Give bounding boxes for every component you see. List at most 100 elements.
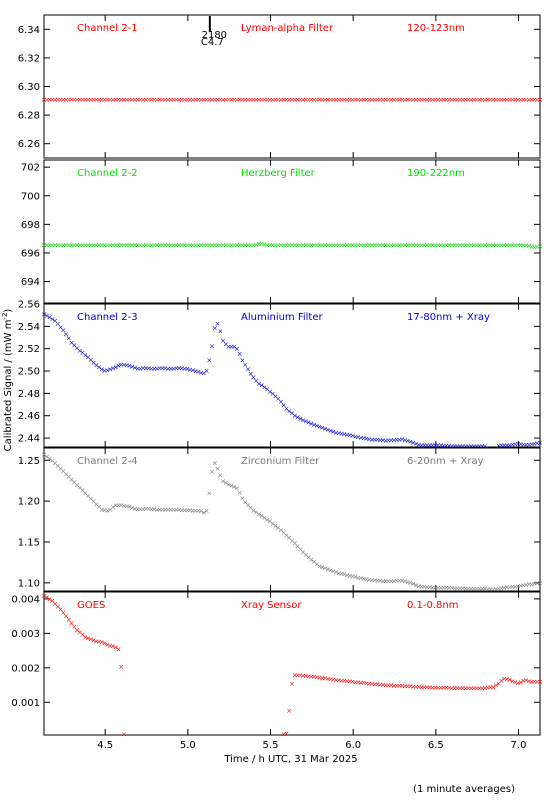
data-point: × <box>193 507 199 515</box>
data-point: × <box>485 96 491 104</box>
data-point: × <box>190 242 196 250</box>
data-point: × <box>143 364 149 372</box>
data-point: × <box>284 96 290 104</box>
data-point: × <box>317 423 323 431</box>
data-point: × <box>96 96 102 104</box>
data-point: × <box>416 242 422 250</box>
data-point: × <box>485 585 491 593</box>
data-point: × <box>350 242 356 250</box>
panel-4: 1.101.151.201.25××××××××××××××××××××××××… <box>18 447 543 594</box>
data-point: × <box>292 96 298 104</box>
data-point: × <box>160 364 166 372</box>
data-point: × <box>504 676 510 684</box>
data-point: × <box>325 675 331 683</box>
data-point: × <box>107 96 113 104</box>
data-point: × <box>82 351 88 359</box>
data-point: × <box>496 96 502 104</box>
data-point: × <box>479 684 485 692</box>
data-point: × <box>66 242 72 250</box>
data-point: × <box>49 242 55 250</box>
data-point: × <box>234 242 240 250</box>
data-point: × <box>99 365 105 373</box>
data-point: × <box>457 684 463 692</box>
data-point: × <box>435 584 441 592</box>
y-tick-label: 2.48 <box>18 389 40 400</box>
data-point: × <box>77 347 83 355</box>
data-point: × <box>372 680 378 688</box>
data-point: × <box>322 96 328 104</box>
data-point: × <box>474 242 480 250</box>
data-point: × <box>405 683 411 691</box>
data-point: × <box>510 242 516 250</box>
data-point: × <box>69 242 75 250</box>
data-point: × <box>52 96 58 104</box>
data-point: × <box>49 597 55 605</box>
data-point: × <box>377 577 383 585</box>
data-point: × <box>107 506 113 514</box>
data-point: × <box>182 506 188 514</box>
data-point: × <box>245 242 251 250</box>
data-point: × <box>107 242 113 250</box>
data-point: × <box>465 96 471 104</box>
data-point: × <box>534 678 540 686</box>
data-point: × <box>195 96 201 104</box>
data-point: × <box>391 96 397 104</box>
data-point: × <box>476 684 482 692</box>
data-point: × <box>350 432 356 440</box>
data-point: × <box>248 242 254 250</box>
data-point: × <box>476 96 482 104</box>
data-point: × <box>496 585 502 593</box>
data-point: × <box>534 580 540 588</box>
data-point: × <box>501 441 507 449</box>
data-point: × <box>413 440 419 448</box>
data-point: × <box>388 577 394 585</box>
data-point: × <box>518 96 524 104</box>
data-point: × <box>523 441 529 449</box>
data-point: × <box>521 96 527 104</box>
data-point: × <box>242 361 248 369</box>
data-point: × <box>215 242 221 250</box>
data-point: × <box>523 581 529 589</box>
data-point: × <box>476 585 482 593</box>
data-point: × <box>63 331 69 339</box>
data-point: × <box>273 522 279 530</box>
data-point: × <box>168 365 174 373</box>
data-point: × <box>438 442 444 450</box>
panel-channel-label: Channel 2-4 <box>77 456 138 467</box>
data-point: × <box>215 320 221 328</box>
data-point: × <box>369 576 375 584</box>
data-point: × <box>284 242 290 250</box>
data-point: × <box>493 96 499 104</box>
data-point: × <box>419 683 425 691</box>
data-point: × <box>504 441 510 449</box>
data-point: × <box>457 242 463 250</box>
data-point: × <box>311 96 317 104</box>
data-point: × <box>253 96 259 104</box>
data-point: × <box>284 531 290 539</box>
data-point: × <box>501 675 507 683</box>
data-point: × <box>300 548 306 556</box>
data-point: × <box>413 242 419 250</box>
data-point: × <box>262 96 268 104</box>
data-point: × <box>388 96 394 104</box>
panel-band-label: 6-20nm + Xray <box>407 456 484 467</box>
data-point: × <box>195 368 201 376</box>
data-point: × <box>55 603 61 611</box>
data-point: × <box>99 96 105 104</box>
data-point: × <box>165 506 171 514</box>
data-point: × <box>44 242 50 250</box>
data-point: × <box>438 242 444 250</box>
data-point: × <box>490 96 496 104</box>
data-point: × <box>80 631 86 639</box>
data-point: × <box>377 681 383 689</box>
data-point: × <box>292 412 298 420</box>
data-point: × <box>391 577 397 585</box>
data-point: × <box>386 578 392 586</box>
data-point: × <box>157 96 163 104</box>
data-point: × <box>391 682 397 690</box>
data-point: × <box>91 637 97 645</box>
data-point: × <box>157 242 163 250</box>
data-point: × <box>416 96 422 104</box>
data-point: × <box>408 579 414 587</box>
panel-1: 6.266.286.306.326.34××××××××××××××××××××… <box>18 14 543 159</box>
